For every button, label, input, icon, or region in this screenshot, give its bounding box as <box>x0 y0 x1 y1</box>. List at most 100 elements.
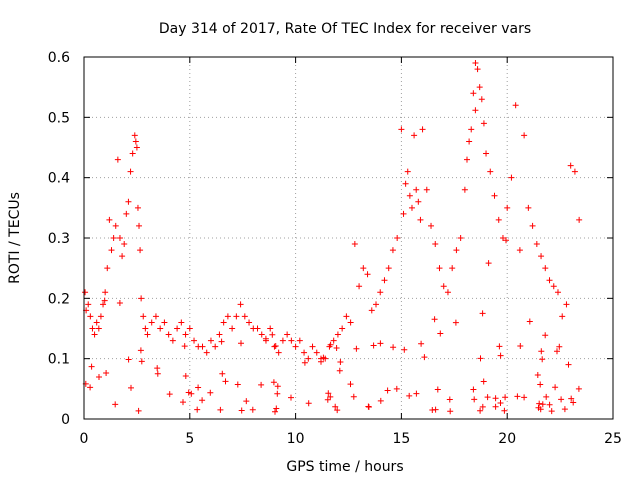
data-point <box>400 210 407 217</box>
data-point <box>133 144 140 151</box>
data-point <box>114 156 121 163</box>
data-point <box>322 355 329 362</box>
data-point <box>246 319 253 326</box>
data-point <box>169 337 176 344</box>
data-point <box>516 247 523 254</box>
data-point <box>504 204 511 211</box>
data-point <box>408 204 415 211</box>
data-point <box>140 313 147 320</box>
data-point <box>478 96 485 103</box>
data-point <box>468 126 475 133</box>
data-point <box>461 186 468 193</box>
data-point <box>157 325 164 332</box>
data-point <box>119 253 126 260</box>
data-point <box>144 331 151 338</box>
data-point <box>191 337 198 344</box>
y-tick-label: 0.4 <box>48 171 70 187</box>
data-point <box>161 319 168 326</box>
data-point <box>406 192 413 199</box>
data-point <box>474 66 481 73</box>
data-point <box>360 265 367 272</box>
data-point <box>411 132 418 139</box>
data-point <box>567 162 574 169</box>
data-point <box>326 343 333 350</box>
y-axis-ticks: 0 0.1 0.2 0.3 0.4 0.5 0.6 <box>48 50 613 428</box>
data-point <box>356 283 363 290</box>
data-point <box>377 289 384 296</box>
x-tick-label: 20 <box>498 431 516 447</box>
data-point <box>138 295 145 302</box>
data-points <box>82 60 583 415</box>
y-tick-label: 0.2 <box>48 291 70 307</box>
data-point <box>271 343 278 350</box>
data-point <box>347 319 354 326</box>
y-tick-label: 0 <box>61 412 70 428</box>
data-point <box>121 241 128 248</box>
data-point <box>385 265 392 272</box>
data-point <box>199 343 206 350</box>
grid-lines <box>84 57 613 419</box>
data-point <box>186 325 193 332</box>
data-point <box>404 168 411 175</box>
data-point <box>546 277 553 284</box>
data-point <box>559 313 566 320</box>
data-point <box>233 313 240 320</box>
data-point <box>85 301 92 308</box>
data-point <box>453 247 460 254</box>
data-point-cloud <box>82 107 582 415</box>
data-point <box>131 132 138 139</box>
data-point <box>334 331 341 338</box>
data-point <box>275 349 282 356</box>
data-point <box>178 319 185 326</box>
data-point <box>381 277 388 284</box>
data-point <box>417 216 424 223</box>
data-point <box>512 102 519 109</box>
data-point <box>305 355 312 362</box>
data-point <box>508 174 515 181</box>
data-point <box>499 235 506 241</box>
data-point <box>521 132 528 139</box>
data-point <box>91 331 98 338</box>
data-point <box>182 331 189 338</box>
data-point <box>229 325 236 332</box>
data-point <box>330 337 337 344</box>
data-point <box>571 168 578 175</box>
y-tick-label: 0.3 <box>48 231 70 247</box>
data-point <box>237 301 244 308</box>
data-point <box>563 301 570 308</box>
y-tick-label: 0.6 <box>48 50 70 66</box>
x-tick-label: 0 <box>80 431 89 447</box>
data-point <box>262 337 269 344</box>
data-point <box>136 222 143 229</box>
data-point <box>472 60 479 67</box>
data-point <box>279 337 286 344</box>
data-point <box>100 301 107 308</box>
data-point <box>351 241 358 248</box>
data-point <box>419 126 426 133</box>
data-point <box>224 313 231 320</box>
data-point <box>137 247 144 254</box>
data-point <box>398 126 405 133</box>
data-point <box>165 331 172 338</box>
data-point <box>476 84 483 91</box>
y-tick-label: 0.1 <box>48 352 70 368</box>
chart-title: Day 314 of 2017, Rate Of TEC Index for r… <box>159 21 531 37</box>
data-point <box>444 289 451 296</box>
data-point <box>538 253 545 260</box>
data-point <box>129 150 136 157</box>
data-point <box>483 150 490 157</box>
data-point <box>254 325 261 332</box>
data-point <box>108 247 115 254</box>
data-point <box>457 235 464 241</box>
data-point <box>313 349 320 356</box>
data-point <box>127 168 134 175</box>
data-point <box>106 216 113 223</box>
data-point <box>288 337 295 344</box>
data-point <box>576 216 583 223</box>
data-point <box>110 235 117 241</box>
data-point <box>449 265 456 272</box>
data-point <box>368 307 375 314</box>
data-point <box>220 319 227 326</box>
